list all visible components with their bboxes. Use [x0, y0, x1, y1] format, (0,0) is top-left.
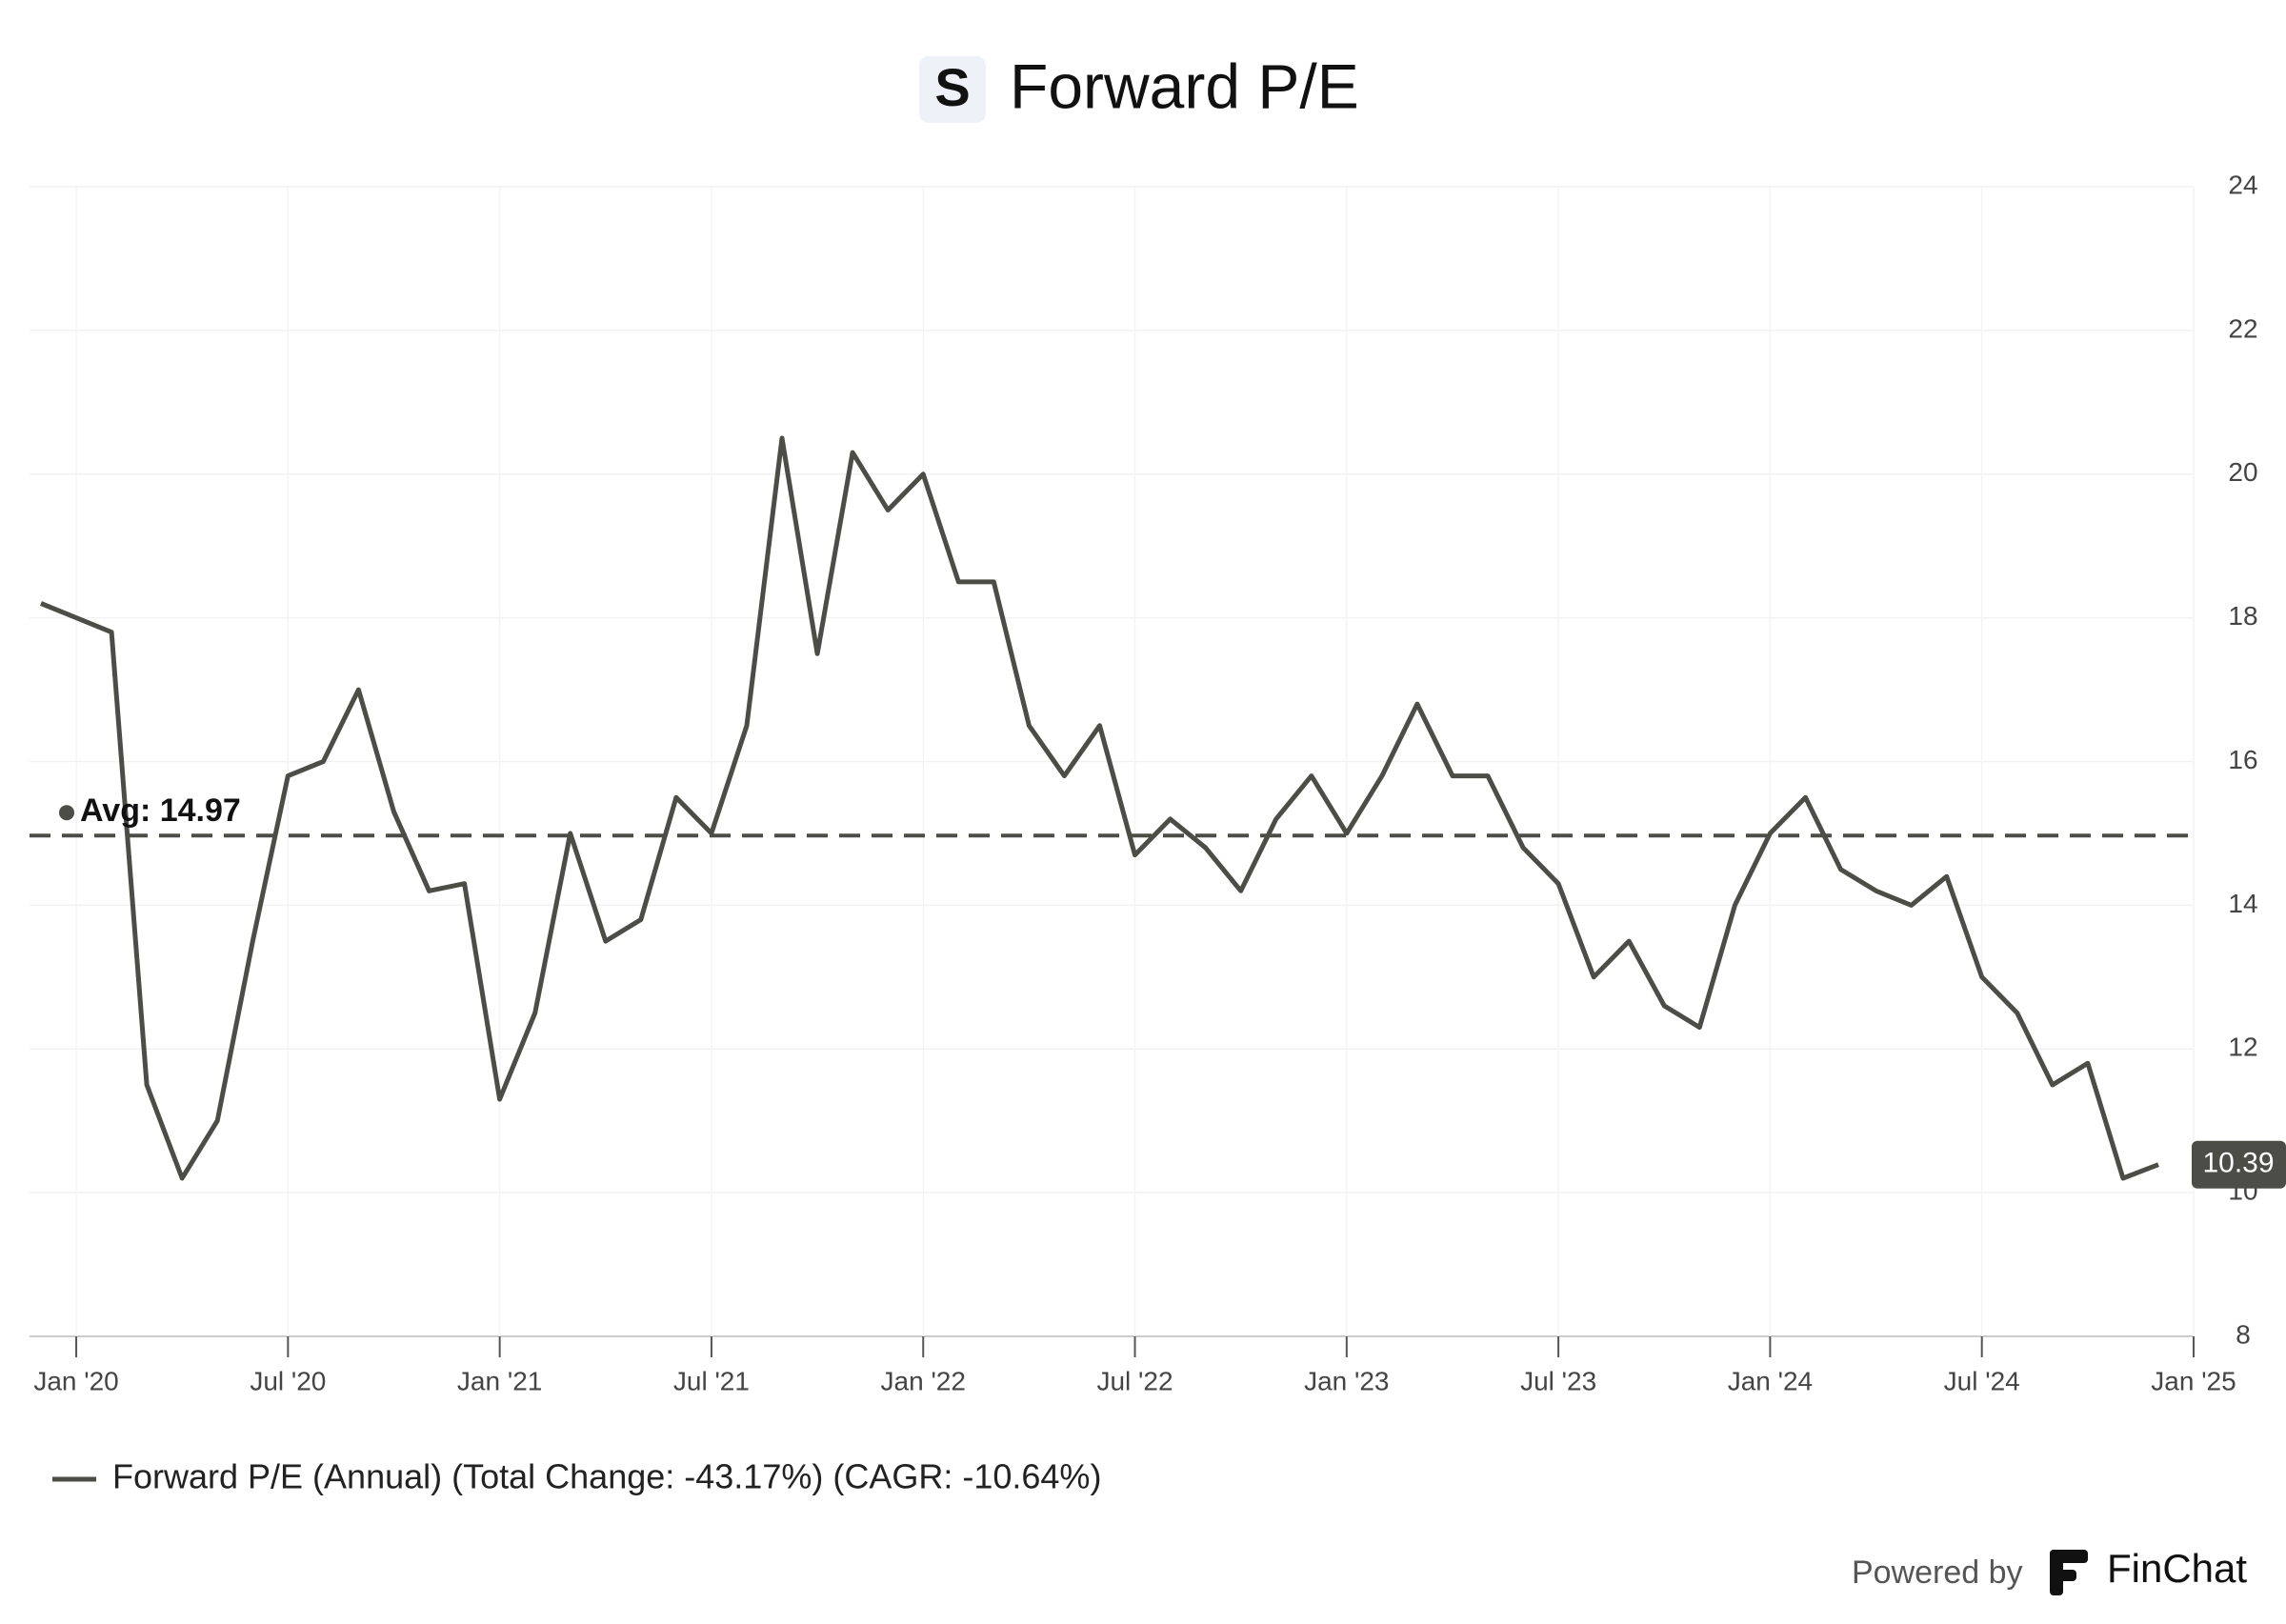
x-tick-label: Jul '23 [1520, 1366, 1596, 1395]
y-tick-label: 20 [2228, 457, 2257, 487]
x-tick-label: Jul '20 [250, 1366, 326, 1395]
end-label: 10.39 [2202, 1148, 2274, 1179]
x-tick-label: Jan '23 [1304, 1366, 1389, 1395]
x-tick-label: Jan '21 [457, 1366, 542, 1395]
grid [30, 186, 2195, 1357]
x-tick-label: Jan '25 [2151, 1366, 2236, 1395]
y-tick-label: 22 [2228, 313, 2257, 343]
chart-title: Forward P/E [1010, 50, 1359, 121]
x-tick-label: Jul '21 [673, 1366, 750, 1395]
x-tick-label: Jan '22 [881, 1366, 966, 1395]
end-label-box [2192, 1140, 2286, 1189]
y-tick-label: 8 [2236, 1319, 2251, 1349]
plot [30, 435, 2194, 1181]
x-tick-label: Jan '24 [1728, 1366, 1813, 1395]
y-tick-label: 18 [2228, 601, 2257, 631]
brand-icon [2050, 1550, 2088, 1563]
avg-label: Avg: 14.97 [80, 792, 241, 829]
legend-label: Forward P/E (Annual) (Total Change: -43.… [112, 1457, 1101, 1496]
logo: S [934, 57, 970, 117]
y-tick-label: 12 [2228, 1033, 2257, 1062]
brand: FinChat [2107, 1546, 2247, 1591]
x-tick-label: Jul '22 [1096, 1366, 1173, 1395]
brand-icon [2050, 1570, 2076, 1581]
x-tick-label: Jan '20 [33, 1366, 118, 1395]
avg-dot [59, 805, 74, 821]
x-tick-label: Jul '24 [1944, 1366, 2020, 1395]
y-tick-label: 16 [2228, 745, 2257, 774]
logo-box [919, 56, 986, 123]
y-tick-label: 24 [2228, 170, 2257, 199]
powered-by: Powered by [1852, 1554, 2023, 1591]
y-tick-label: 14 [2228, 889, 2257, 918]
line [40, 435, 2159, 1181]
